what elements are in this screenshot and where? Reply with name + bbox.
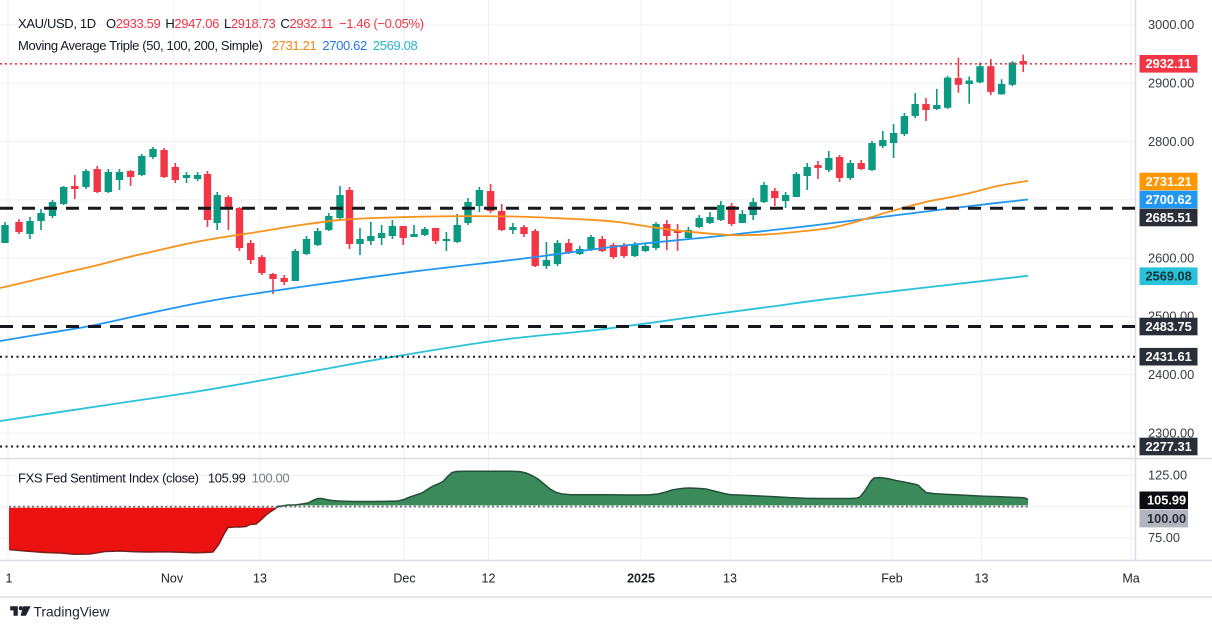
svg-text:Feb: Feb <box>881 572 903 586</box>
svg-text:2700.62: 2700.62 <box>1146 192 1192 207</box>
svg-text:2277.31: 2277.31 <box>1146 439 1192 454</box>
svg-text:100.00: 100.00 <box>1147 511 1186 526</box>
svg-text:2025: 2025 <box>627 572 655 586</box>
svg-text:75.00: 75.00 <box>1148 530 1180 545</box>
svg-text:Moving Average Triple (50, 100: Moving Average Triple (50, 100, 200, Sim… <box>18 38 418 53</box>
svg-text:2431.61: 2431.61 <box>1146 349 1192 364</box>
svg-text:Nov: Nov <box>161 572 184 586</box>
svg-text:Dec: Dec <box>393 572 415 586</box>
svg-text:2932.11: 2932.11 <box>1146 56 1192 71</box>
svg-text:13: 13 <box>253 572 267 586</box>
svg-text:2600.00: 2600.00 <box>1148 250 1194 265</box>
svg-text:2300.00: 2300.00 <box>1148 425 1194 440</box>
svg-text:2731.21: 2731.21 <box>1146 174 1192 189</box>
svg-text:Ma: Ma <box>1122 572 1139 586</box>
svg-text:3000.00: 3000.00 <box>1148 17 1194 32</box>
svg-text:2685.51: 2685.51 <box>1146 210 1192 225</box>
svg-text:2900.00: 2900.00 <box>1148 76 1194 91</box>
svg-text:2400.00: 2400.00 <box>1148 367 1194 382</box>
svg-text:13: 13 <box>723 572 737 586</box>
svg-text:TradingView: TradingView <box>34 605 110 620</box>
svg-text:105.99: 105.99 <box>1147 493 1186 508</box>
svg-text:125.00: 125.00 <box>1148 468 1187 483</box>
svg-text:2483.75: 2483.75 <box>1146 319 1192 334</box>
svg-text:FXS Fed Sentiment Index (close: FXS Fed Sentiment Index (close) 105.99 10… <box>18 471 289 486</box>
svg-text:12: 12 <box>482 572 496 586</box>
svg-text:2569.08: 2569.08 <box>1146 269 1192 284</box>
svg-text:1: 1 <box>6 572 13 586</box>
svg-text:2800.00: 2800.00 <box>1148 134 1194 149</box>
svg-text:13: 13 <box>975 572 989 586</box>
